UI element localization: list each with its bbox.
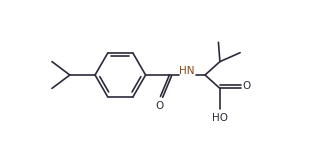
Text: HN: HN (179, 66, 195, 76)
Text: HO: HO (212, 113, 228, 123)
Text: O: O (156, 100, 164, 111)
Text: O: O (243, 81, 251, 91)
